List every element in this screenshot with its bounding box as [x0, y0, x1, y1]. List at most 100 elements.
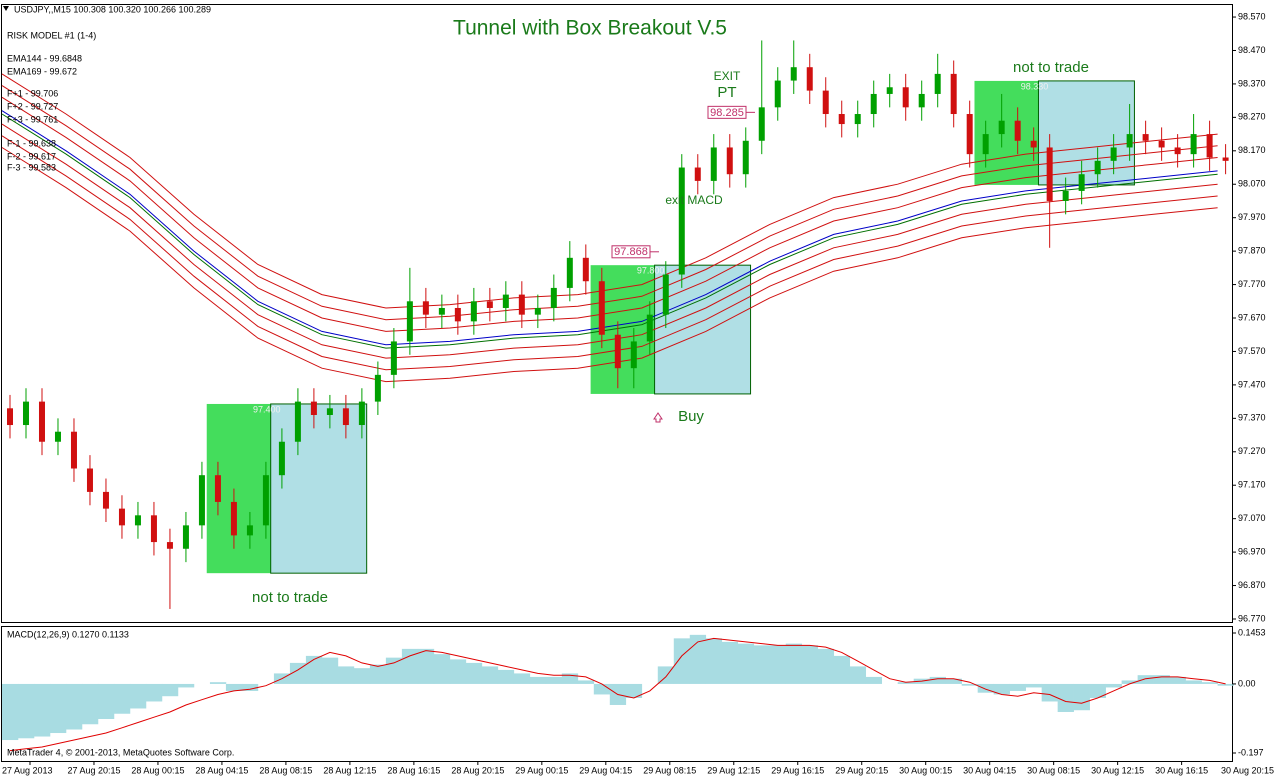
candle-body	[998, 120, 1005, 135]
buy-arrow	[653, 412, 663, 423]
price-mark-label: 97.868	[614, 246, 648, 258]
macd-bar	[417, 648, 435, 684]
macd-bar	[1201, 682, 1218, 684]
candle-body	[422, 301, 429, 315]
box-label: 97.800	[637, 266, 665, 276]
macd-bar	[369, 664, 387, 684]
macd-bar	[625, 683, 643, 698]
macd-bar	[737, 643, 755, 684]
y-tick-label: 0.1453	[1238, 627, 1266, 637]
box-breakout	[1037, 80, 1135, 186]
indicator-line	[1, 123, 1218, 359]
info-line: F-1 - 99.638	[7, 138, 56, 148]
y-tick-label: 97.270	[1238, 446, 1266, 456]
candle-body	[86, 468, 93, 492]
macd-bar	[705, 638, 723, 684]
macd-bar	[321, 657, 339, 684]
indicator-line	[1, 147, 1218, 383]
box-label: 98.330	[1021, 81, 1049, 91]
candle-body	[902, 87, 909, 108]
macd-bar	[865, 676, 883, 684]
candle-body	[918, 93, 925, 108]
candle-body	[646, 314, 653, 342]
candle-body	[806, 67, 813, 91]
candle-body	[550, 287, 557, 308]
candle-body	[1078, 174, 1085, 191]
candle-body	[406, 301, 413, 342]
candle-body	[630, 341, 637, 369]
info-line: F-2 - 99.617	[7, 151, 56, 161]
macd-bar	[1025, 683, 1042, 688]
info-line: EMA144 - 99.6848	[7, 53, 82, 63]
macd-bar	[593, 683, 611, 695]
y-tick-label: 97.770	[1238, 279, 1266, 289]
macd-bar	[849, 666, 867, 684]
y-tick-label: 98.370	[1238, 78, 1266, 88]
candle-body	[166, 542, 173, 549]
y-tick-label: 97.670	[1238, 312, 1266, 322]
macd-bar	[721, 641, 739, 684]
macd-bar	[1009, 683, 1026, 691]
candle-body	[534, 307, 541, 315]
symbol-icon	[3, 6, 9, 11]
macd-bar	[65, 683, 83, 730]
macd-bar	[817, 648, 835, 684]
candle-body	[1206, 134, 1213, 158]
y-tick-label: 0.00	[1238, 678, 1256, 688]
copyright: MetaTrader 4, © 2001-2013, MetaQuotes So…	[7, 747, 234, 757]
y-tick-label: 98.470	[1238, 45, 1266, 55]
candle-body	[294, 401, 301, 442]
x-tick-label: 29 Aug 08:15	[643, 765, 696, 775]
macd-bar	[689, 634, 707, 684]
info-line: F-3 - 99.583	[7, 162, 56, 172]
macd-bar	[289, 662, 307, 684]
macd-bar	[1073, 683, 1090, 711]
x-tick-label: 30 Aug 20:15	[1221, 765, 1274, 775]
candle-body	[1094, 160, 1101, 175]
candle-body	[326, 408, 333, 415]
macd-bar	[17, 683, 35, 739]
macd-bar	[897, 682, 915, 684]
macd-bar	[33, 683, 51, 737]
macd-bar	[833, 655, 851, 684]
x-tick-label: 28 Aug 04:15	[195, 765, 248, 775]
macd-bar	[993, 683, 1010, 695]
macd-bar	[49, 683, 67, 734]
y-tick-label: 98.170	[1238, 145, 1266, 155]
macd-title: MACD(12,26,9) 0.1270 0.1133	[7, 629, 129, 639]
candle-body	[6, 408, 13, 426]
macd-bar	[769, 645, 787, 684]
y-tick-label: 96.870	[1238, 580, 1266, 590]
indicator-line	[1, 135, 1218, 371]
candle-body	[214, 475, 221, 502]
candle-body	[758, 107, 765, 141]
macd-bar	[801, 645, 819, 684]
x-tick-label: 29 Aug 04:15	[579, 765, 632, 775]
candle-body	[230, 501, 237, 536]
macd-bar	[225, 683, 243, 691]
candle-body	[454, 307, 461, 322]
x-tick-label: 28 Aug 16:15	[387, 765, 440, 775]
candle-body	[182, 525, 189, 549]
macd-bar	[113, 683, 131, 714]
macd-bar	[1089, 683, 1106, 698]
macd-bar	[81, 683, 99, 725]
candle-body	[614, 334, 621, 369]
annotation: PT	[717, 84, 736, 101]
candle-body	[822, 90, 829, 115]
macd-bar	[305, 655, 323, 684]
chart-title: Tunnel with Box Breakout V.5	[453, 17, 727, 40]
x-tick-label: 28 Aug 20:15	[451, 765, 504, 775]
macd-panel	[1, 626, 1233, 762]
candle-body	[1126, 134, 1133, 148]
candle-body	[262, 475, 269, 526]
macd-bar	[337, 666, 355, 684]
candle-body	[1142, 134, 1149, 141]
macd-bar	[545, 676, 563, 684]
macd-bar	[929, 676, 946, 684]
x-tick-label: 27 Aug 2013	[2, 765, 53, 775]
box-range	[974, 80, 1039, 185]
annotation: not to trade	[252, 589, 328, 606]
candle-body	[838, 114, 845, 125]
candle-body	[70, 431, 77, 469]
